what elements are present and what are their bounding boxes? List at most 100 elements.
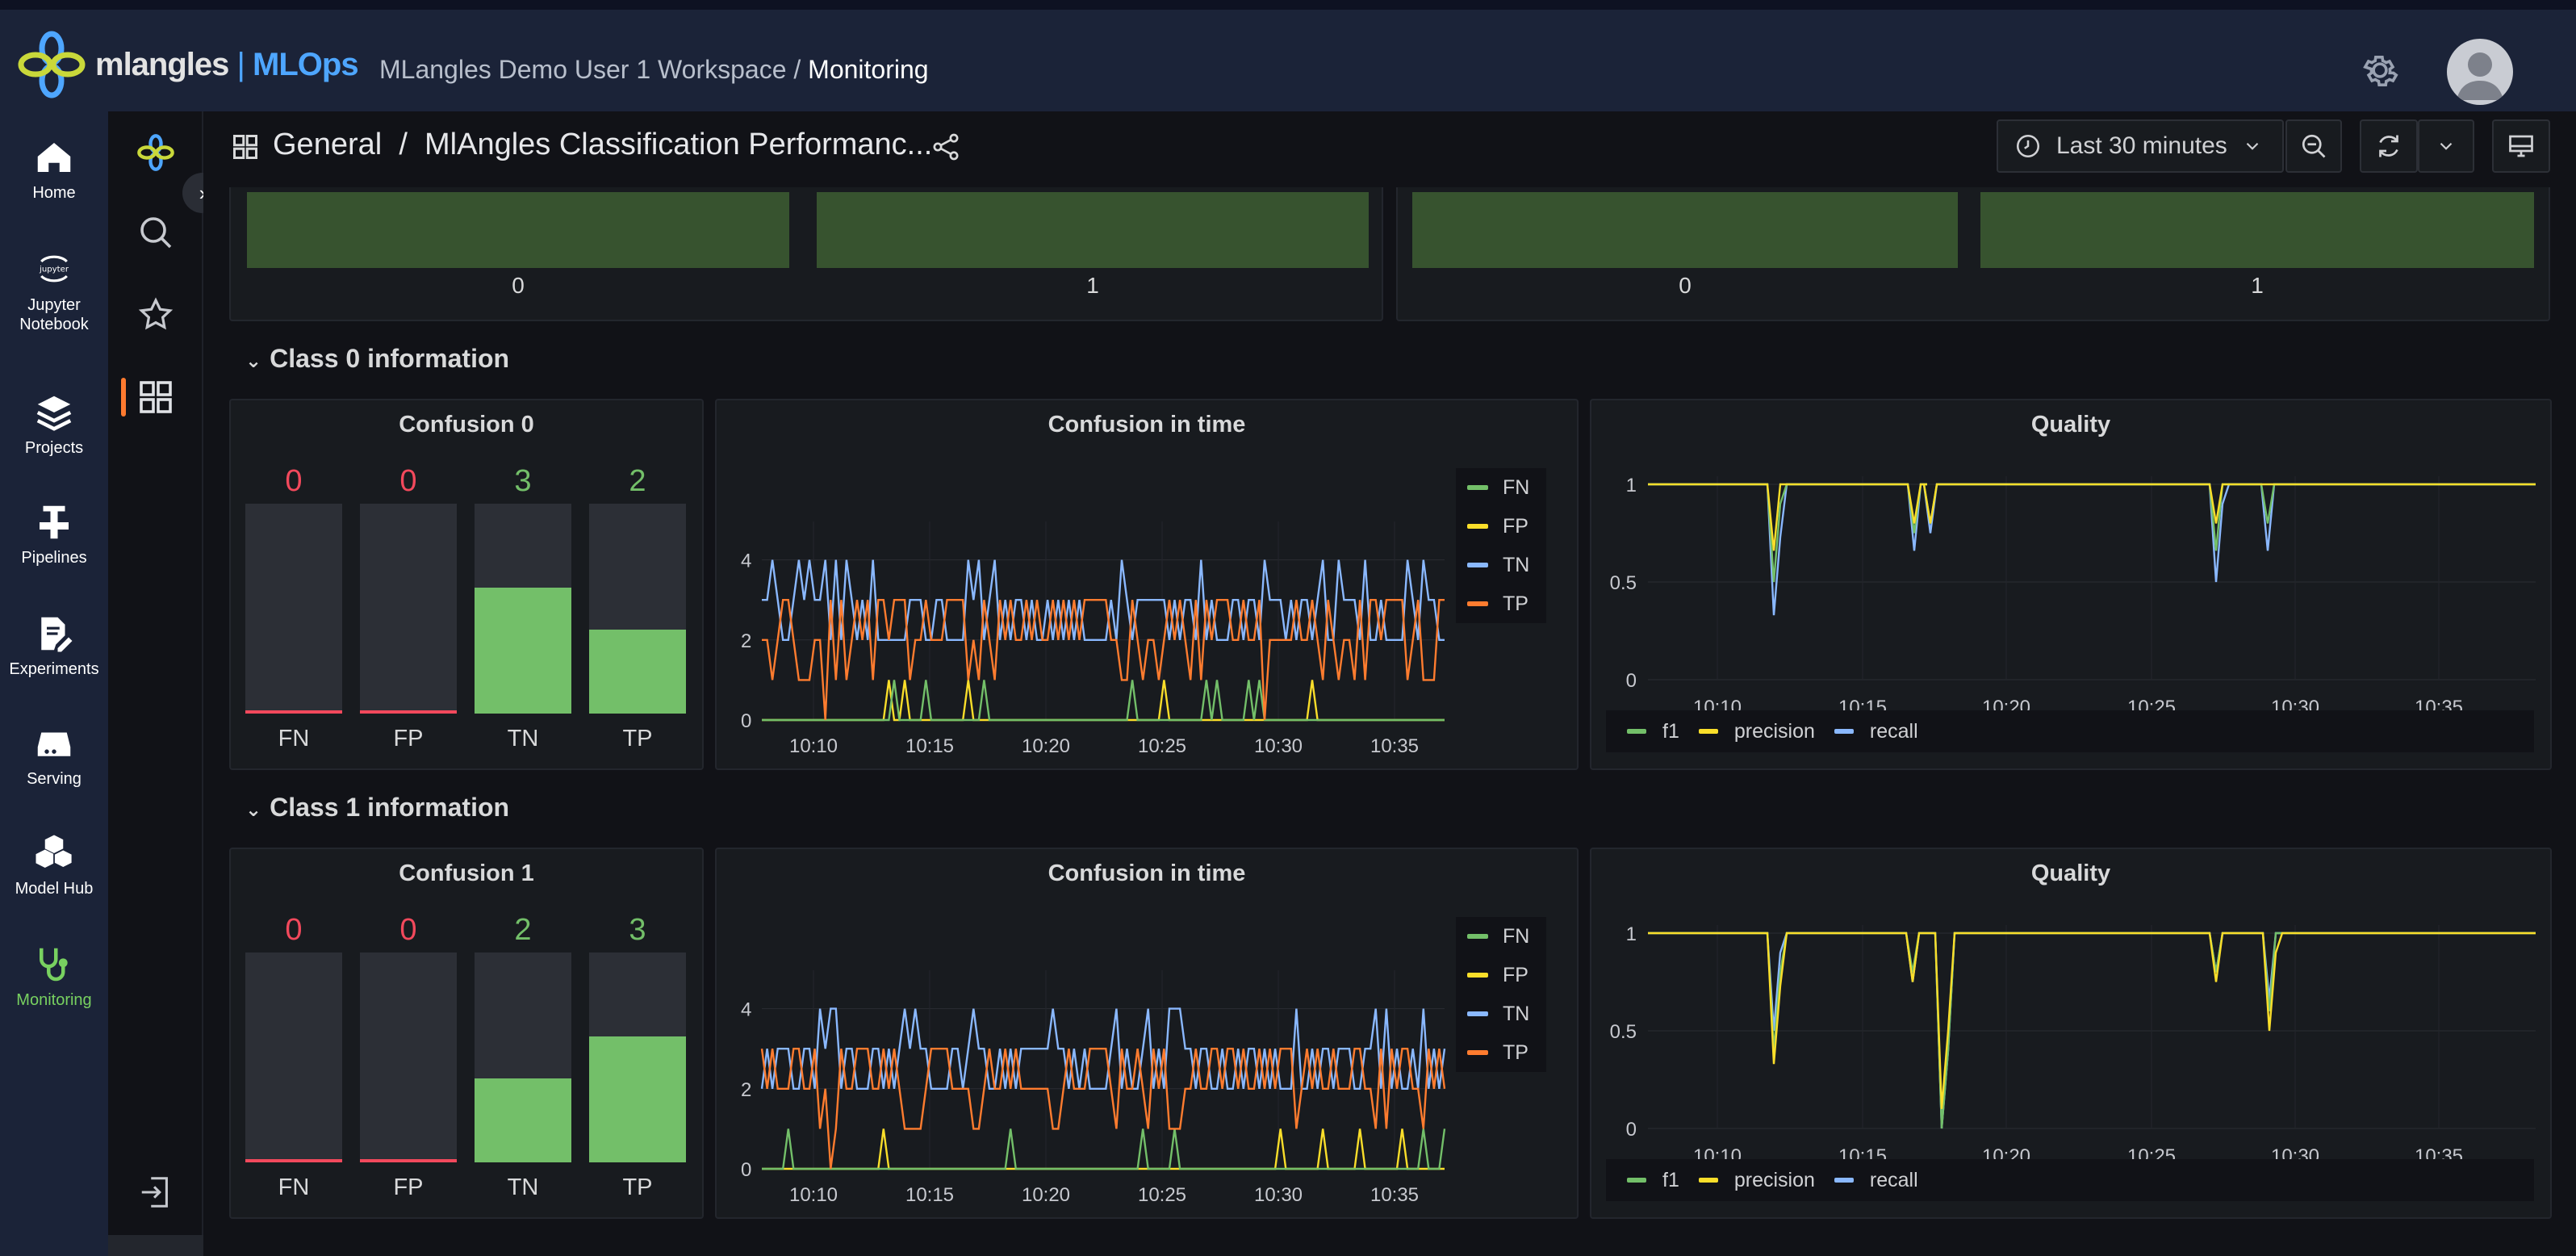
chevron-down-icon: ⌄ <box>245 350 262 372</box>
fn-line <box>762 1128 1446 1170</box>
grafana-home-button[interactable] <box>108 132 203 173</box>
bar-label: TN <box>508 1174 539 1200</box>
legend-label: FP <box>1503 963 1528 986</box>
tv-mode-button[interactable] <box>2492 119 2550 173</box>
y-tick-label: 0 <box>1626 1119 1637 1141</box>
bar-gauge-panel[interactable]: 0 1 <box>1396 187 2550 321</box>
bar-gauge-panel[interactable]: 0 1 <box>229 187 1383 321</box>
dashboard-title[interactable]: MlAngles Classification Performanc... <box>424 128 933 161</box>
legend-item[interactable]: FN <box>1456 917 1546 956</box>
row-title: Class 0 information <box>270 344 510 373</box>
confusion-panel[interactable]: Confusion 1 0 FN 0 FP 2 TN 3 TP <box>229 848 704 1219</box>
bar-background <box>360 504 457 714</box>
x-tick-label: 10:20 <box>1022 735 1070 757</box>
app-sidebar: Home jupyter Jupyter Notebook Projects P… <box>0 111 108 1256</box>
legend-item[interactable]: TP <box>1456 584 1546 623</box>
breadcrumb-separator: / <box>382 128 424 161</box>
chevron-down-icon: ⌄ <box>245 799 262 821</box>
legend-label[interactable]: recall <box>1869 719 1918 743</box>
legend-item[interactable]: FP <box>1456 956 1546 994</box>
time-range-picker[interactable]: Last 30 minutes <box>1997 119 2284 173</box>
y-tick-label: 0.5 <box>1610 572 1637 594</box>
bar-label: FP <box>393 1174 423 1200</box>
y-tick-label: 1 <box>1626 923 1637 945</box>
precision-line <box>1648 483 2536 551</box>
legend-item[interactable]: TN <box>1456 994 1546 1033</box>
legend-label[interactable]: f1 <box>1662 719 1679 743</box>
cubes-icon <box>36 835 73 869</box>
chevron-down-icon <box>2440 142 2453 150</box>
quality-panel[interactable]: Quality 0 0.5 1 10:10 10:15 10:20 10:25 10:30 10… <box>1590 399 2552 770</box>
refresh-button[interactable] <box>2360 119 2418 173</box>
sidebar-item-model-hub[interactable]: Model Hub <box>0 831 108 898</box>
svg-text:jupyter: jupyter <box>39 265 69 274</box>
workspace-name[interactable]: MLangles Demo User 1 Workspace / <box>379 55 809 84</box>
sidebar-item-label: Model Hub <box>15 880 94 898</box>
star-icon <box>138 297 174 330</box>
zoom-out-icon <box>2302 134 2326 158</box>
row-header-class-1[interactable]: ⌄ Class 1 information <box>245 793 509 823</box>
monitor-icon <box>2509 135 2533 157</box>
legend-label[interactable]: precision <box>1733 1168 1815 1191</box>
legend-swatch <box>1834 1178 1854 1183</box>
time-range-label: Last 30 minutes <box>2056 132 2227 159</box>
legend-swatch <box>1467 1011 1488 1016</box>
bar-value: 0 <box>285 464 302 498</box>
sidebar-item-projects[interactable]: Projects <box>0 391 108 458</box>
server-icon <box>37 732 71 756</box>
legend-item[interactable]: TP <box>1456 1033 1546 1072</box>
sign-out-button[interactable] <box>108 1174 203 1211</box>
document-edit-icon <box>41 617 73 652</box>
panel-title: Quality <box>2030 412 2111 438</box>
y-tick-label: 0.5 <box>1610 1021 1637 1043</box>
confusion-panel[interactable]: Confusion 0 0 FN 0 FP 3 TN 2 TP <box>229 399 704 770</box>
mlangles-logo-icon[interactable] <box>15 27 89 102</box>
user-icon <box>2457 52 2503 100</box>
clock-icon <box>2016 134 2040 158</box>
legend-label: FN <box>1503 475 1530 499</box>
chart-legend: FN FP TN TP <box>1456 468 1546 623</box>
sidebar-item-pipelines[interactable]: Pipelines <box>0 500 108 567</box>
legend-item[interactable]: FP <box>1456 507 1546 546</box>
dashboard-grid-icon <box>233 135 257 159</box>
sidebar-item-serving[interactable]: Serving <box>0 722 108 789</box>
confusion-in-time-panel[interactable]: Confusion in time 0 2 4 10:10 10:15 10:20 10:2… <box>715 848 1579 1219</box>
folder-link[interactable]: General <box>273 128 383 161</box>
sidebar-item-experiments[interactable]: Experiments <box>0 612 108 679</box>
sidebar-item-jupyter[interactable]: jupyter Jupyter Notebook <box>0 247 108 334</box>
brand-name[interactable]: mlangles | MLOps <box>95 47 359 83</box>
legend-label[interactable]: precision <box>1733 719 1815 743</box>
legend-label[interactable]: f1 <box>1662 1168 1679 1191</box>
panel-title: Quality <box>2030 860 2111 886</box>
quality-panel[interactable]: Quality 0 0.5 1 10:10 10:15 10:20 10:25 10:30 10… <box>1590 848 2552 1219</box>
sidebar-item-home[interactable]: Home <box>0 136 108 203</box>
mlangles-logo-icon <box>137 134 174 171</box>
legend-label[interactable]: recall <box>1869 1168 1918 1191</box>
brand-separator: | <box>228 47 253 82</box>
confusion-in-time-panel[interactable]: Confusion in time 0 2 4 10:10 10:15 10:20 10:2… <box>715 399 1579 770</box>
grafana-sidemenu <box>108 111 203 1256</box>
row-header-class-0[interactable]: ⌄ Class 0 information <box>245 344 509 374</box>
jupyter-icon: jupyter <box>39 255 69 283</box>
refresh-interval-dropdown[interactable] <box>2418 119 2474 173</box>
x-tick-label: 10:30 <box>1254 735 1303 757</box>
home-icon <box>37 143 71 172</box>
avatar[interactable] <box>2447 39 2513 105</box>
starred-button[interactable] <box>108 295 203 334</box>
legend-label: FN <box>1503 924 1530 948</box>
y-tick-label: 2 <box>741 630 751 652</box>
dashboards-button[interactable] <box>108 378 203 417</box>
sidebar-item-label: Jupyter Notebook <box>19 296 89 333</box>
sign-in-icon <box>141 1177 168 1208</box>
search-button[interactable] <box>108 213 203 252</box>
legend-item[interactable]: TN <box>1456 546 1546 584</box>
row-title: Class 1 information <box>270 793 510 822</box>
share-icon[interactable] <box>930 131 962 163</box>
bar-background <box>245 504 342 714</box>
panel-title: Confusion 0 <box>399 412 534 438</box>
gear-icon[interactable] <box>2358 48 2402 92</box>
legend-item[interactable]: FN <box>1456 468 1546 507</box>
sidebar-item-monitoring[interactable]: Monitoring <box>0 943 108 1010</box>
zoom-out-button[interactable] <box>2285 119 2342 173</box>
